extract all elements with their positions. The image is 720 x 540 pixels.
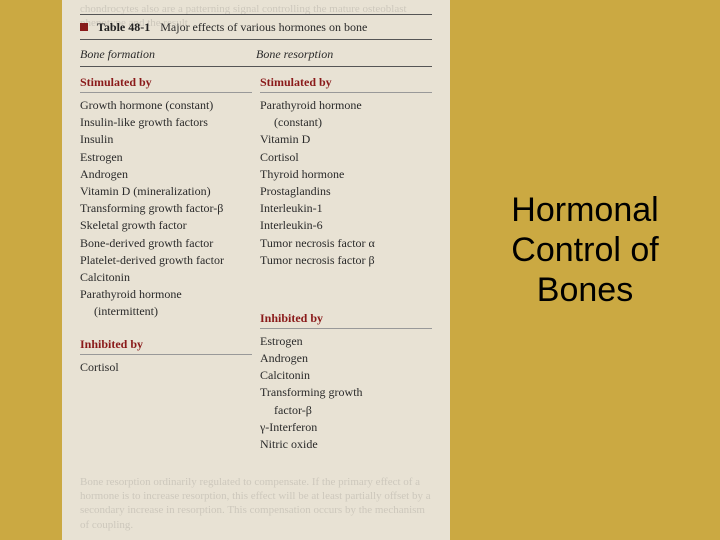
formation-inhib-header: Inhibited by (80, 337, 252, 355)
resorption-stim-header: Stimulated by (260, 75, 432, 93)
table-caption: Major effects of various hormones on bon… (160, 20, 367, 34)
resorption-inhib-header: Inhibited by (260, 311, 432, 329)
list-item: Estrogen (80, 149, 252, 165)
list-item: Platelet-derived growth factor (80, 252, 252, 268)
list-item: Transforming growth factor-β (80, 200, 252, 216)
list-item: factor-β (260, 402, 432, 418)
table-body: Stimulated by Growth hormone (constant)I… (80, 67, 432, 453)
list-item: Bone-derived growth factor (80, 235, 252, 251)
list-item: Androgen (80, 166, 252, 182)
list-item: Growth hormone (constant) (80, 97, 252, 113)
list-item: Prostaglandins (260, 183, 432, 199)
formation-stim-header: Stimulated by (80, 75, 252, 93)
list-item: Parathyroid hormone (80, 286, 252, 302)
list-item: Interleukin-1 (260, 200, 432, 216)
list-item: Insulin-like growth factors (80, 114, 252, 130)
list-item: Vitamin D (260, 131, 432, 147)
list-item: (constant) (260, 114, 432, 130)
list-item: Tumor necrosis factor β (260, 252, 432, 268)
list-item: Skeletal growth factor (80, 217, 252, 233)
list-item: Insulin (80, 131, 252, 147)
resorption-stim-list: Parathyroid hormone(constant)Vitamin D Co… (260, 97, 432, 268)
col-resorption: Stimulated by Parathyroid hormone(consta… (260, 67, 432, 453)
col-formation: Stimulated by Growth hormone (constant)I… (80, 67, 252, 453)
list-item: Cortisol (260, 149, 432, 165)
column-headers: Bone formation Bone resorption (80, 42, 432, 67)
list-item: Tumor necrosis factor α (260, 235, 432, 251)
list-item: Calcitonin (80, 269, 252, 285)
textbook-page: chondrocytes also are a patterning signa… (62, 0, 450, 540)
col-header-formation: Bone formation (80, 47, 256, 62)
formation-stim-list: Growth hormone (constant)Insulin-like gr… (80, 97, 252, 319)
list-item: Androgen (260, 350, 432, 366)
bleed-text-bottom: Bone resorption ordinarily regulated to … (80, 475, 432, 532)
list-item: Cortisol (80, 359, 252, 375)
resorption-inhib-list: EstrogenAndrogenCalcitoninTransforming g… (260, 333, 432, 452)
list-item: Vitamin D (mineralization) (80, 183, 252, 199)
list-item: Nitric oxide (260, 436, 432, 452)
col-header-resorption: Bone resorption (256, 47, 432, 62)
list-item: Calcitonin (260, 367, 432, 383)
list-item: Estrogen (260, 333, 432, 349)
table-number: Table 48-1 (97, 20, 150, 35)
list-item: Transforming growth (260, 384, 432, 400)
list-item: Parathyroid hormone (260, 97, 432, 113)
formation-inhib-list: Cortisol (80, 359, 252, 375)
slide-title: Hormonal Control of Bones (470, 190, 700, 310)
list-item: Interleukin-6 (260, 217, 432, 233)
table-header-bar: Table 48-1 Major effects of various horm… (80, 14, 432, 40)
list-item: γ-Interferon (260, 419, 432, 435)
red-square-icon (80, 23, 88, 31)
list-item: (intermittent) (80, 303, 252, 319)
list-item: Thyroid hormone (260, 166, 432, 182)
